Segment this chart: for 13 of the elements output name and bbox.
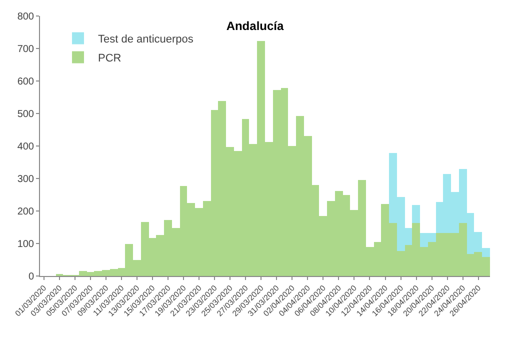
chart-title: Andalucía	[226, 19, 284, 34]
y-tick-label: 800	[17, 12, 34, 22]
y-tick-label: 300	[17, 174, 34, 185]
y-tick-label: 200	[17, 206, 34, 218]
y-tick-label: 100	[17, 239, 34, 250]
y-tick-label: 0	[28, 272, 34, 282]
y-tick-label: 500	[17, 109, 34, 120]
y-tick-label: 700	[17, 44, 34, 55]
y-tick-label: 400	[17, 142, 34, 152]
legend-label: PCR	[98, 52, 122, 65]
legend-label: Test de anticuerpos	[98, 34, 194, 46]
y-tick-label: 600	[17, 76, 34, 88]
bar	[412, 205, 420, 223]
